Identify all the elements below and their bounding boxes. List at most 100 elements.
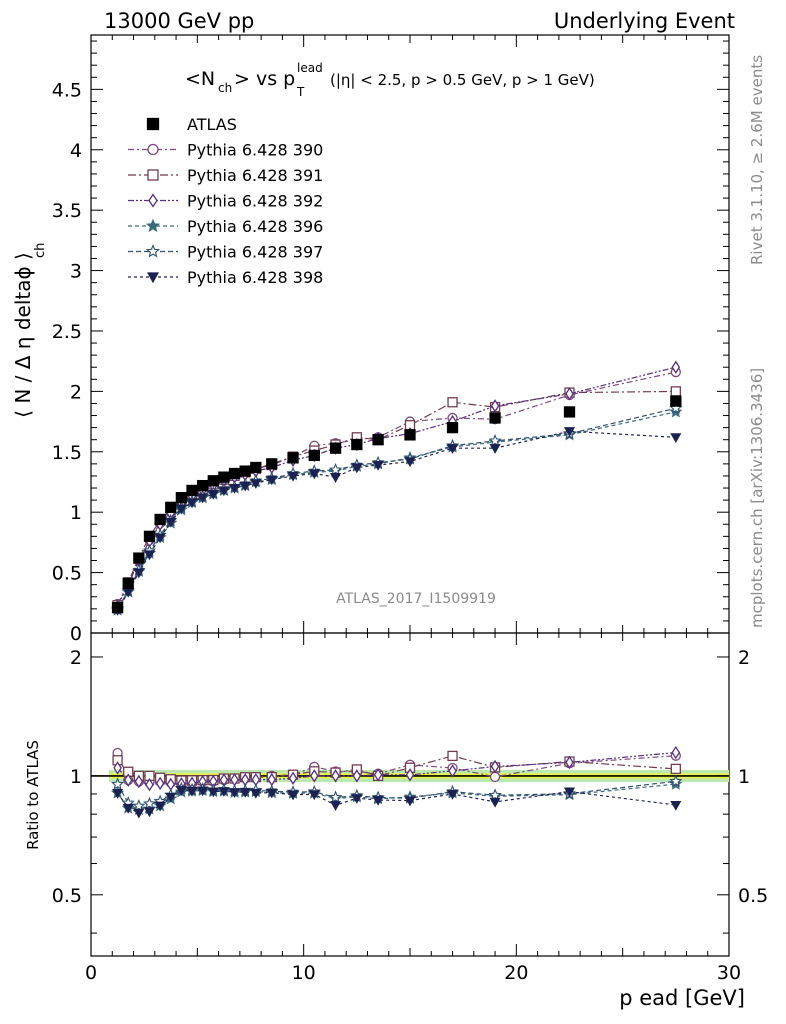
- data-point: [147, 143, 159, 156]
- data-point: [110, 777, 125, 790]
- data-point: [218, 787, 230, 797]
- series-3: [113, 360, 681, 792]
- y-tick-label: 0: [70, 623, 82, 645]
- legend-label: Pythia 6.428 392: [187, 192, 323, 211]
- data-point: [175, 504, 187, 515]
- data-point: [155, 776, 165, 791]
- legend-label: Pythia 6.428 396: [187, 217, 323, 236]
- data-point: [329, 442, 342, 454]
- data-point: [404, 796, 416, 807]
- mcplots-label: mcplots.cern.ch [arXiv:1306.3436]: [748, 368, 766, 628]
- data-point: [250, 461, 262, 474]
- ratio-y-axis-label: Ratio to ATLAS: [24, 740, 42, 850]
- ratio-tick-label: 2: [70, 647, 82, 669]
- y-tick-label: 0.5: [52, 563, 82, 585]
- data-point: [488, 788, 502, 801]
- y-tick-label: 1.5: [52, 442, 82, 464]
- data-point: [207, 475, 219, 487]
- data-point: [330, 473, 342, 483]
- legend-entry: Pythia 6.428 398: [128, 268, 323, 287]
- data-point: [111, 601, 124, 614]
- data-point: [446, 421, 459, 434]
- ratio-tick-label: 1: [70, 766, 82, 788]
- data-point: [143, 530, 156, 543]
- data-point: [250, 788, 262, 799]
- data-point: [186, 484, 198, 497]
- data-point: [266, 458, 278, 470]
- data-point: [165, 501, 177, 514]
- data-point: [218, 471, 230, 483]
- y-axis-label: ⟨ N / Δ η deltaϕ ⟩: [11, 252, 35, 418]
- data-point: [331, 769, 340, 783]
- data-point: [207, 489, 219, 500]
- data-point: [154, 533, 166, 544]
- data-point: [132, 799, 146, 812]
- legend-entry: Pythia 6.428 396: [128, 217, 323, 236]
- data-point: [266, 788, 278, 799]
- data-point: [563, 787, 576, 798]
- data-point: [489, 412, 501, 424]
- data-point: [229, 788, 241, 798]
- data-point: [671, 745, 681, 760]
- data-point: [563, 406, 576, 418]
- data-point: [142, 796, 157, 810]
- data-point: [670, 800, 682, 811]
- data-point: [133, 568, 145, 579]
- data-point: [328, 462, 343, 476]
- title-sub: ch: [218, 81, 232, 95]
- x-tick-label: 0: [85, 962, 97, 984]
- legend-label: Pythia 6.428 391: [187, 166, 323, 185]
- series-0: [111, 395, 682, 614]
- axis-ticks: 0 10 20 30 0 0.5 1 1.5 2 2.5 3 3.5 4 4.5 0.5 0.5 1 1 2 2: [52, 35, 768, 984]
- x-axis-label-text: p ead [GeV]: [619, 986, 745, 1010]
- x-tick-label: 30: [717, 962, 741, 984]
- data-point: [489, 797, 501, 808]
- data-point: [165, 517, 177, 528]
- data-point: [448, 764, 457, 778]
- legend: ATLAS Pythia 6.428 390 Pythia 6.428 391 Pyt…: [128, 115, 323, 287]
- header-right-label: Underlying Event: [554, 9, 735, 33]
- legend-label: ATLAS: [187, 115, 237, 134]
- data-point: [372, 460, 384, 471]
- data-point: [447, 789, 459, 800]
- data-point: [670, 386, 681, 397]
- chart-title: <N ch > vs p T lead (|η| < 2.5, p > 0.5 …: [185, 61, 595, 99]
- data-point: [670, 763, 681, 775]
- analysis-watermark: ATLAS_2017_I1509919: [336, 591, 496, 607]
- legend-entry: Pythia 6.428 397: [128, 243, 323, 262]
- data-point: [218, 486, 230, 497]
- data-point: [308, 449, 320, 462]
- legend-label: Pythia 6.428 390: [187, 141, 323, 160]
- data-point: [308, 790, 320, 801]
- data-point: [196, 479, 209, 492]
- data-point: [565, 755, 574, 770]
- data-point: [123, 773, 133, 787]
- y-tick-label: 4.5: [52, 79, 82, 101]
- ratio-tick-label: 0.5: [52, 885, 82, 907]
- data-point: [447, 750, 458, 762]
- data-point: [489, 444, 501, 454]
- data-point: [328, 790, 343, 803]
- data-point: [372, 434, 384, 446]
- data-point: [154, 513, 166, 526]
- data-point: [287, 790, 299, 801]
- data-point: [112, 788, 124, 799]
- data-point: [186, 786, 198, 797]
- series-line: [117, 430, 676, 611]
- title-lead: lead: [297, 61, 323, 75]
- data-point: [147, 169, 159, 181]
- data-point: [228, 467, 241, 480]
- data-point: [671, 360, 681, 374]
- series-line: [117, 407, 676, 610]
- data-series: [110, 360, 683, 819]
- data-point: [154, 801, 166, 812]
- data-point: [565, 387, 574, 401]
- data-point: [175, 786, 187, 796]
- data-point: [447, 397, 458, 408]
- data-point: [405, 768, 415, 782]
- data-point: [143, 807, 156, 818]
- data-point: [239, 481, 251, 492]
- x-axis-label: p ead [GeV]: [619, 986, 745, 1010]
- data-point: [197, 493, 209, 504]
- data-point: [351, 463, 363, 474]
